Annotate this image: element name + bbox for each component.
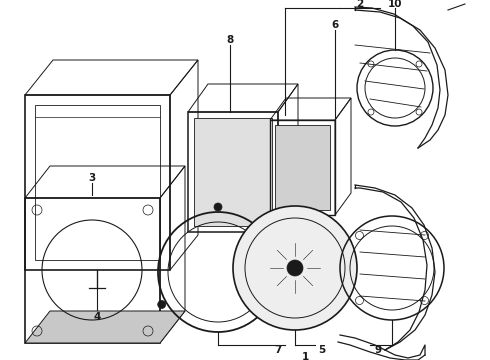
Text: 9: 9 (374, 345, 382, 355)
Text: 4: 4 (93, 312, 100, 322)
Text: 5: 5 (318, 345, 326, 355)
Text: 2: 2 (356, 0, 364, 9)
Text: 3: 3 (88, 173, 96, 183)
Text: 7: 7 (274, 345, 282, 355)
Text: 10: 10 (388, 0, 402, 9)
Circle shape (270, 301, 278, 309)
Text: 1: 1 (301, 352, 309, 360)
Polygon shape (194, 118, 272, 226)
Circle shape (158, 301, 166, 309)
Circle shape (233, 206, 357, 330)
Circle shape (214, 203, 222, 211)
Polygon shape (275, 125, 330, 210)
Text: 6: 6 (331, 20, 339, 30)
Text: 8: 8 (226, 35, 234, 45)
Polygon shape (25, 311, 185, 343)
Circle shape (287, 260, 303, 276)
